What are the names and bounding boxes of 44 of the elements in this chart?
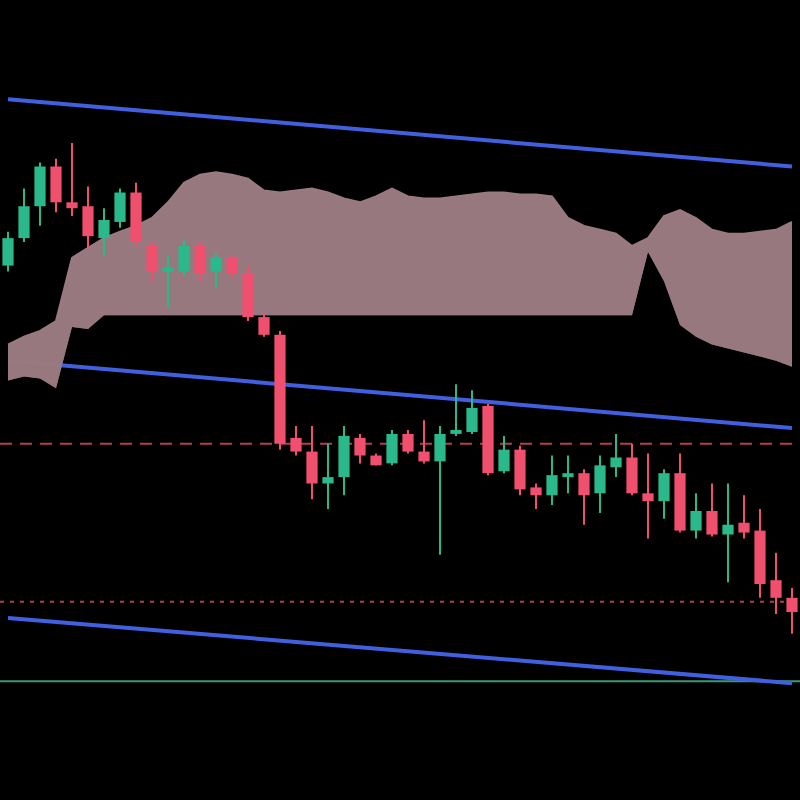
candlestick — [594, 454, 606, 514]
candlestick — [98, 207, 110, 257]
candlestick — [2, 230, 14, 273]
candlestick — [786, 587, 798, 635]
candlestick — [114, 187, 126, 229]
candlestick — [66, 141, 78, 218]
candlestick — [738, 494, 750, 540]
candlestick — [242, 264, 254, 323]
candlestick — [690, 492, 702, 540]
candlestick — [18, 187, 30, 244]
candlestick — [418, 419, 430, 465]
candlestick — [258, 312, 270, 338]
candlestick — [82, 185, 94, 249]
candlestick — [386, 429, 398, 467]
candlestick — [146, 241, 158, 283]
candlestick — [306, 425, 318, 501]
candlestick — [290, 425, 302, 457]
candlestick — [226, 254, 238, 279]
candlestick — [530, 482, 542, 511]
candlestick — [706, 482, 718, 538]
candlestick — [210, 252, 222, 289]
candlestick — [770, 551, 782, 616]
candlestick — [578, 468, 590, 526]
candlestick — [450, 383, 462, 437]
candlestick — [354, 432, 366, 465]
candlestick — [514, 444, 526, 497]
candlestick — [626, 442, 638, 497]
candlestick — [610, 432, 622, 479]
candlestick — [658, 468, 670, 520]
candlestick — [178, 239, 190, 277]
candlestick — [402, 429, 414, 455]
candlestick — [722, 482, 734, 584]
candlestick — [50, 157, 62, 214]
candlestick — [498, 434, 510, 475]
candlestick — [338, 425, 350, 497]
candlestick — [34, 161, 46, 227]
candlestick — [642, 452, 654, 540]
candlestick — [194, 241, 206, 283]
candlestick — [162, 254, 174, 309]
candlestick — [322, 442, 334, 511]
candlestick — [466, 389, 478, 435]
candlestick — [546, 454, 558, 507]
candlestick — [562, 454, 574, 495]
candlestick — [434, 425, 446, 556]
